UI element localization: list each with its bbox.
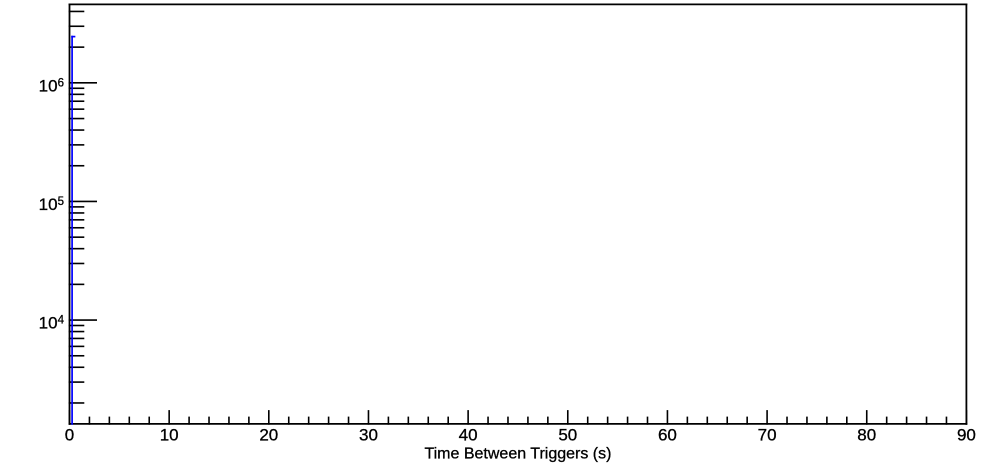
svg-text:Time Between Triggers (s): Time Between Triggers (s): [424, 446, 611, 463]
svg-text:10: 10: [160, 425, 179, 444]
svg-text:90: 90: [957, 425, 976, 444]
svg-text:20: 20: [259, 425, 278, 444]
svg-text:60: 60: [658, 425, 677, 444]
svg-text:40: 40: [459, 425, 478, 444]
svg-text:106: 106: [39, 76, 64, 95]
svg-text:105: 105: [39, 195, 64, 214]
svg-text:104: 104: [39, 314, 65, 333]
svg-text:80: 80: [857, 425, 876, 444]
svg-text:0: 0: [65, 425, 74, 444]
svg-text:30: 30: [359, 425, 378, 444]
svg-text:50: 50: [558, 425, 577, 444]
svg-text:70: 70: [758, 425, 777, 444]
